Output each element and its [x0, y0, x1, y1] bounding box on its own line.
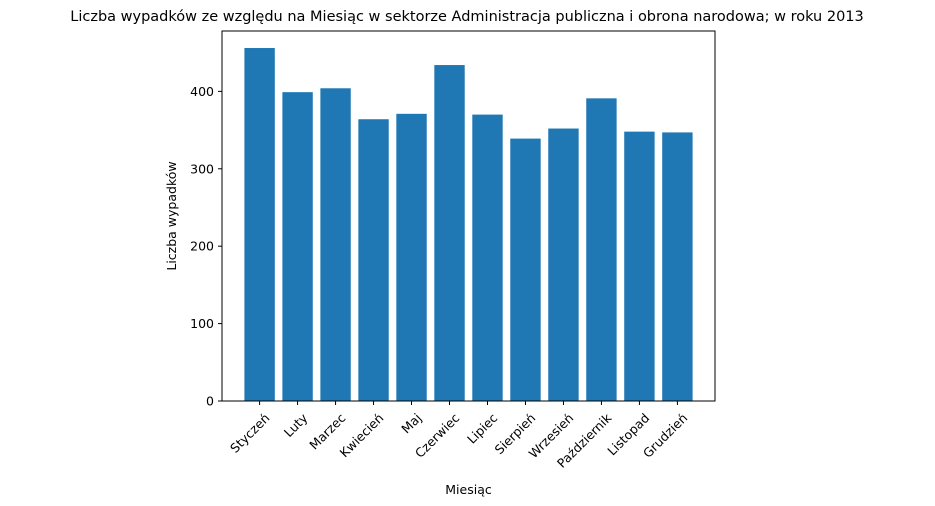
bar-październik — [586, 98, 617, 402]
x-tick-label: Styczeń — [227, 410, 272, 455]
x-axis-label: Miesiąc — [445, 482, 492, 497]
bar-lipiec — [472, 114, 503, 401]
bar-listopad — [624, 131, 655, 401]
y-tick-label: 400 — [190, 84, 214, 99]
plot-frame — [221, 30, 716, 402]
y-tick-label: 0 — [206, 394, 214, 409]
y-tick-label: 300 — [190, 161, 214, 176]
y-tick-label: 100 — [190, 316, 214, 331]
y-axis: 0 100 200 300 400 — [190, 84, 222, 409]
bar-sierpień — [510, 138, 541, 401]
bars-group — [244, 48, 693, 402]
bar-czerwiec — [434, 65, 465, 401]
bar-marzec — [320, 88, 351, 401]
x-tick-label: Luty — [281, 410, 311, 440]
bar-kwiecień — [358, 119, 389, 401]
bar-maj — [396, 113, 427, 401]
x-tick-label: Maj — [398, 410, 424, 436]
chart-title: Liczba wypadków ze względu na Miesiąc w … — [70, 9, 864, 25]
bar-grudzień — [662, 132, 693, 401]
bar-luty — [282, 92, 313, 401]
y-axis-label: Liczba wypadków — [164, 161, 179, 270]
y-tick-label: 200 — [190, 239, 214, 254]
bar-wrzesień — [548, 128, 579, 402]
x-tick-label: Lipiec — [464, 410, 500, 446]
bar-styczeń — [244, 48, 275, 401]
